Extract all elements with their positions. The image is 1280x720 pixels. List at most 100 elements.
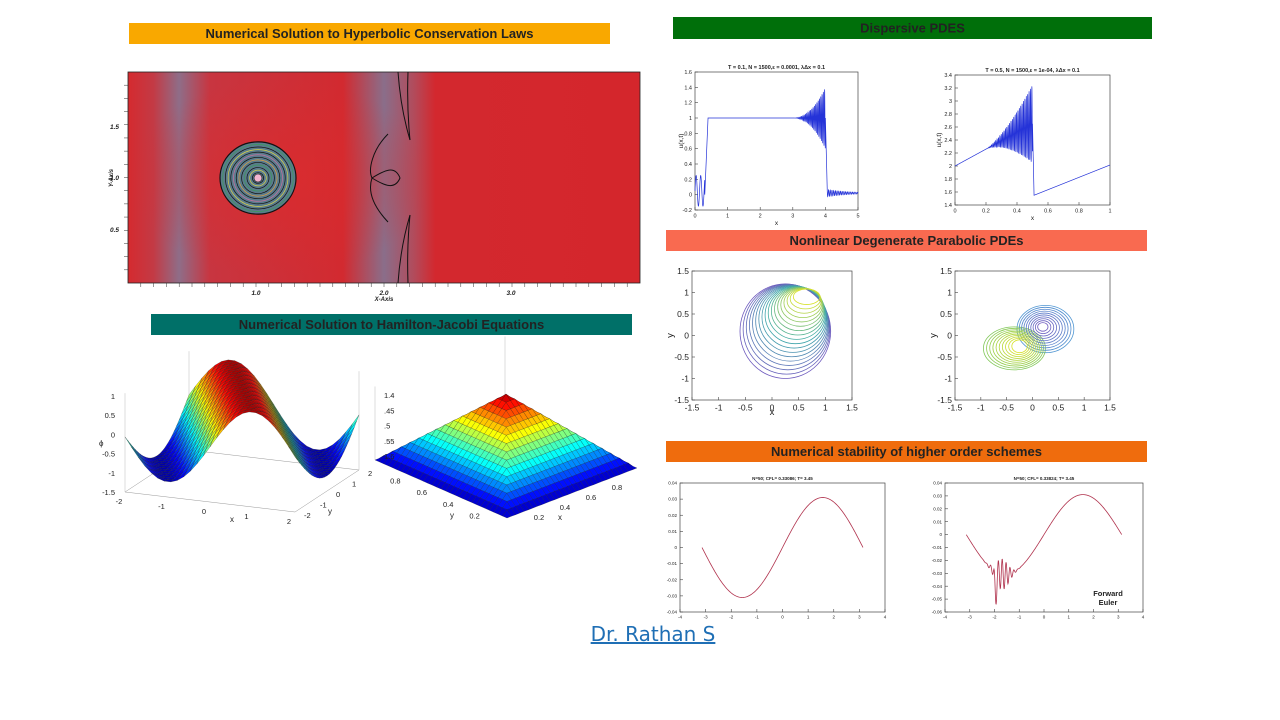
section-header: Nonlinear Degenerate Parabolic PDEs bbox=[789, 233, 1023, 248]
y-tick-label: 1 bbox=[689, 116, 692, 122]
x-tick-label: 0.8 bbox=[1075, 209, 1083, 215]
plot-frame bbox=[691, 270, 853, 401]
x-tick-label: 1 bbox=[823, 403, 828, 413]
y-tick-label: 1.4 bbox=[944, 203, 952, 209]
y-tick-label: 0.2 bbox=[469, 511, 479, 520]
x-tick-label: -1 bbox=[755, 615, 759, 620]
x-tick-label: -1 bbox=[977, 403, 985, 413]
author-link[interactable]: Dr. Rathan S bbox=[591, 622, 716, 646]
y-tick-label: 0.5 bbox=[677, 309, 689, 319]
shock-front bbox=[397, 214, 411, 284]
contour bbox=[1008, 337, 1030, 356]
y-tick-label: -0.5 bbox=[937, 352, 952, 362]
y-axis-label: u(x,t) bbox=[936, 133, 943, 148]
surface-patch bbox=[502, 509, 512, 519]
y-tick-label: 0 bbox=[336, 490, 340, 499]
plot-frame bbox=[944, 482, 1144, 613]
x-tick-label: -2 bbox=[992, 615, 996, 620]
y-tick-label: -0.04 bbox=[667, 610, 678, 615]
y-tick-label: 0.5 bbox=[110, 227, 119, 234]
x-tick-label: 0.5 bbox=[793, 403, 805, 413]
y-tick-label: 0.2 bbox=[684, 177, 692, 183]
x-tick-label: 0.6 bbox=[586, 493, 596, 502]
contour-ring bbox=[230, 151, 286, 205]
contour-ring bbox=[225, 146, 291, 210]
z-tick-label: -0.5 bbox=[102, 450, 115, 459]
x-tick-label: 3.0 bbox=[506, 290, 515, 297]
x-tick-label: 4 bbox=[824, 214, 827, 220]
section-header: Dispersive PDES bbox=[860, 21, 965, 36]
solution-curve bbox=[954, 86, 1111, 196]
z-tick-label: -1.5 bbox=[102, 488, 115, 497]
x-tick-label: 3 bbox=[1117, 615, 1120, 620]
z-axis-label: ϕ bbox=[99, 439, 104, 448]
y-axis-label: u(x,t) bbox=[678, 134, 685, 149]
y-tick-label: 0 bbox=[947, 330, 952, 340]
contour bbox=[1037, 322, 1049, 332]
z-tick-label: .55 bbox=[384, 437, 394, 446]
x-axis-label: x bbox=[558, 513, 562, 522]
x-tick-label: 0.8 bbox=[612, 483, 622, 492]
contour-ring bbox=[233, 154, 283, 202]
y-tick-label: 0.6 bbox=[684, 147, 692, 153]
y-tick-label: -0.02 bbox=[932, 558, 943, 563]
y-tick-label: 0 bbox=[939, 532, 942, 537]
y-tick-label: 0.03 bbox=[933, 493, 942, 498]
y-tick-label: 0.4 bbox=[443, 500, 453, 509]
contour-ring bbox=[222, 144, 294, 212]
y-tick-label: 2 bbox=[368, 469, 372, 478]
x-tick-label: 5 bbox=[856, 214, 859, 220]
x-tick-label: 1 bbox=[807, 615, 810, 620]
contour bbox=[1034, 320, 1052, 334]
x-tick-label: 3 bbox=[858, 615, 861, 620]
x-tick-label: 2 bbox=[1092, 615, 1095, 620]
y-tick-label: 1.5 bbox=[677, 266, 689, 276]
y-tick-label: 0.04 bbox=[933, 481, 942, 486]
x-tick-label: 0 bbox=[1030, 403, 1035, 413]
x-tick-label: 2.0 bbox=[378, 290, 388, 297]
section-header-bar bbox=[673, 17, 1152, 39]
y-tick-label: -1.5 bbox=[937, 395, 952, 405]
y-tick-label: 0.02 bbox=[933, 506, 942, 511]
x-tick-label: 0.4 bbox=[560, 503, 570, 512]
surface-patch bbox=[124, 436, 135, 451]
y-tick-label: 0.03 bbox=[668, 497, 677, 502]
section-header: Numerical stability of higher order sche… bbox=[771, 444, 1042, 459]
y-tick-label: 1.8 bbox=[944, 177, 952, 183]
x-tick-label: 0.4 bbox=[1013, 209, 1021, 215]
y-tick-label: -2 bbox=[304, 511, 311, 520]
x-tick-label: -2 bbox=[116, 497, 123, 506]
y-tick-label: 0.4 bbox=[684, 162, 692, 168]
y-tick-label: 1.5 bbox=[940, 266, 952, 276]
y-tick-label: -1 bbox=[944, 373, 952, 383]
y-tick-label: 2.2 bbox=[944, 151, 952, 157]
x-tick-label: 0.2 bbox=[534, 513, 544, 522]
y-tick-label: 3.2 bbox=[944, 86, 952, 92]
y-tick-label: 2.8 bbox=[944, 112, 952, 118]
section-header-bar bbox=[129, 23, 610, 44]
x-tick-label: 1 bbox=[244, 512, 248, 521]
y-tick-label: -0.01 bbox=[667, 561, 678, 566]
y-tick-label: -1.5 bbox=[674, 395, 689, 405]
contour-ring bbox=[249, 169, 267, 187]
x-tick-label: 2 bbox=[832, 615, 835, 620]
contour bbox=[1023, 310, 1066, 346]
contour bbox=[1001, 335, 1034, 359]
y-axis-label: Y-Axis bbox=[109, 168, 115, 187]
x-tick-label: -0.5 bbox=[999, 403, 1014, 413]
y-axis-label: y bbox=[665, 333, 676, 338]
x-tick-label: 0 bbox=[693, 214, 696, 220]
x-tick-label: -1.5 bbox=[685, 403, 700, 413]
contour-ring bbox=[238, 159, 278, 197]
y-tick-label: 1.4 bbox=[684, 85, 692, 91]
y-tick-label: 0 bbox=[689, 193, 692, 199]
z-tick-label: .5 bbox=[384, 422, 390, 431]
x-axis-label: x bbox=[775, 220, 779, 227]
x-tick-label: 0.2 bbox=[982, 209, 990, 215]
contour bbox=[1016, 304, 1075, 354]
x-tick-label: -4 bbox=[943, 615, 947, 620]
contour-ring bbox=[243, 164, 273, 192]
z-tick-label: .45 bbox=[384, 406, 394, 415]
x-tick-label: -0.5 bbox=[738, 403, 753, 413]
solution-curve bbox=[694, 89, 859, 207]
